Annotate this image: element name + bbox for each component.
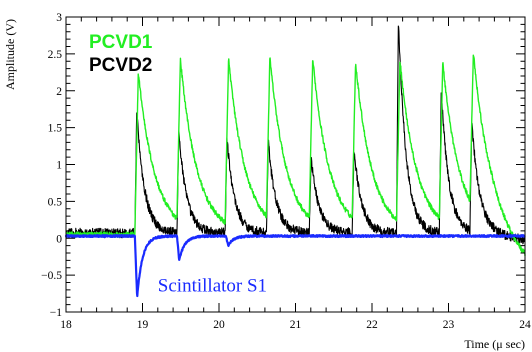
x-tick-label: 21: [290, 319, 302, 331]
x-axis-label: Time (μ sec): [464, 337, 525, 351]
series-line-pcvd1: [65, 54, 526, 256]
x-tick-label: 20: [213, 319, 225, 331]
x-tick-label: 23: [443, 319, 455, 331]
series-line-pcvd2: [65, 25, 526, 245]
y-axis-label: Amplitude (V): [3, 19, 17, 90]
y-tick-label: −0.5: [41, 270, 62, 282]
x-tick-label: 24: [519, 319, 531, 331]
y-tick-label: 1.5: [48, 123, 63, 135]
y-tick-label: 0: [56, 233, 62, 245]
y-tick-label: 3: [56, 12, 62, 24]
series-layer: [64, 25, 526, 298]
x-tick-label: 18: [60, 319, 72, 331]
y-tick-label: 2: [56, 86, 62, 98]
annotation-scintillator-s1: Scintillator S1: [158, 275, 267, 296]
y-tick-label: 0.5: [48, 196, 63, 208]
y-tick-label: −1: [50, 307, 62, 319]
legend-entry-pcvd1: PCVD1: [89, 32, 153, 53]
legend-entry-pcvd2: PCVD2: [89, 55, 152, 76]
x-tick-label: 22: [366, 319, 378, 331]
axis-layer: 18 19 20 21 22 23 24 −1 −0.5 0 0.5 1 1.5 2 2.5 3: [41, 12, 531, 331]
series-line-scintillator-s1: [64, 234, 526, 298]
x-tick-label: 19: [137, 319, 149, 331]
y-tick-label: 1: [56, 160, 62, 172]
y-tick-label: 2.5: [48, 49, 63, 61]
